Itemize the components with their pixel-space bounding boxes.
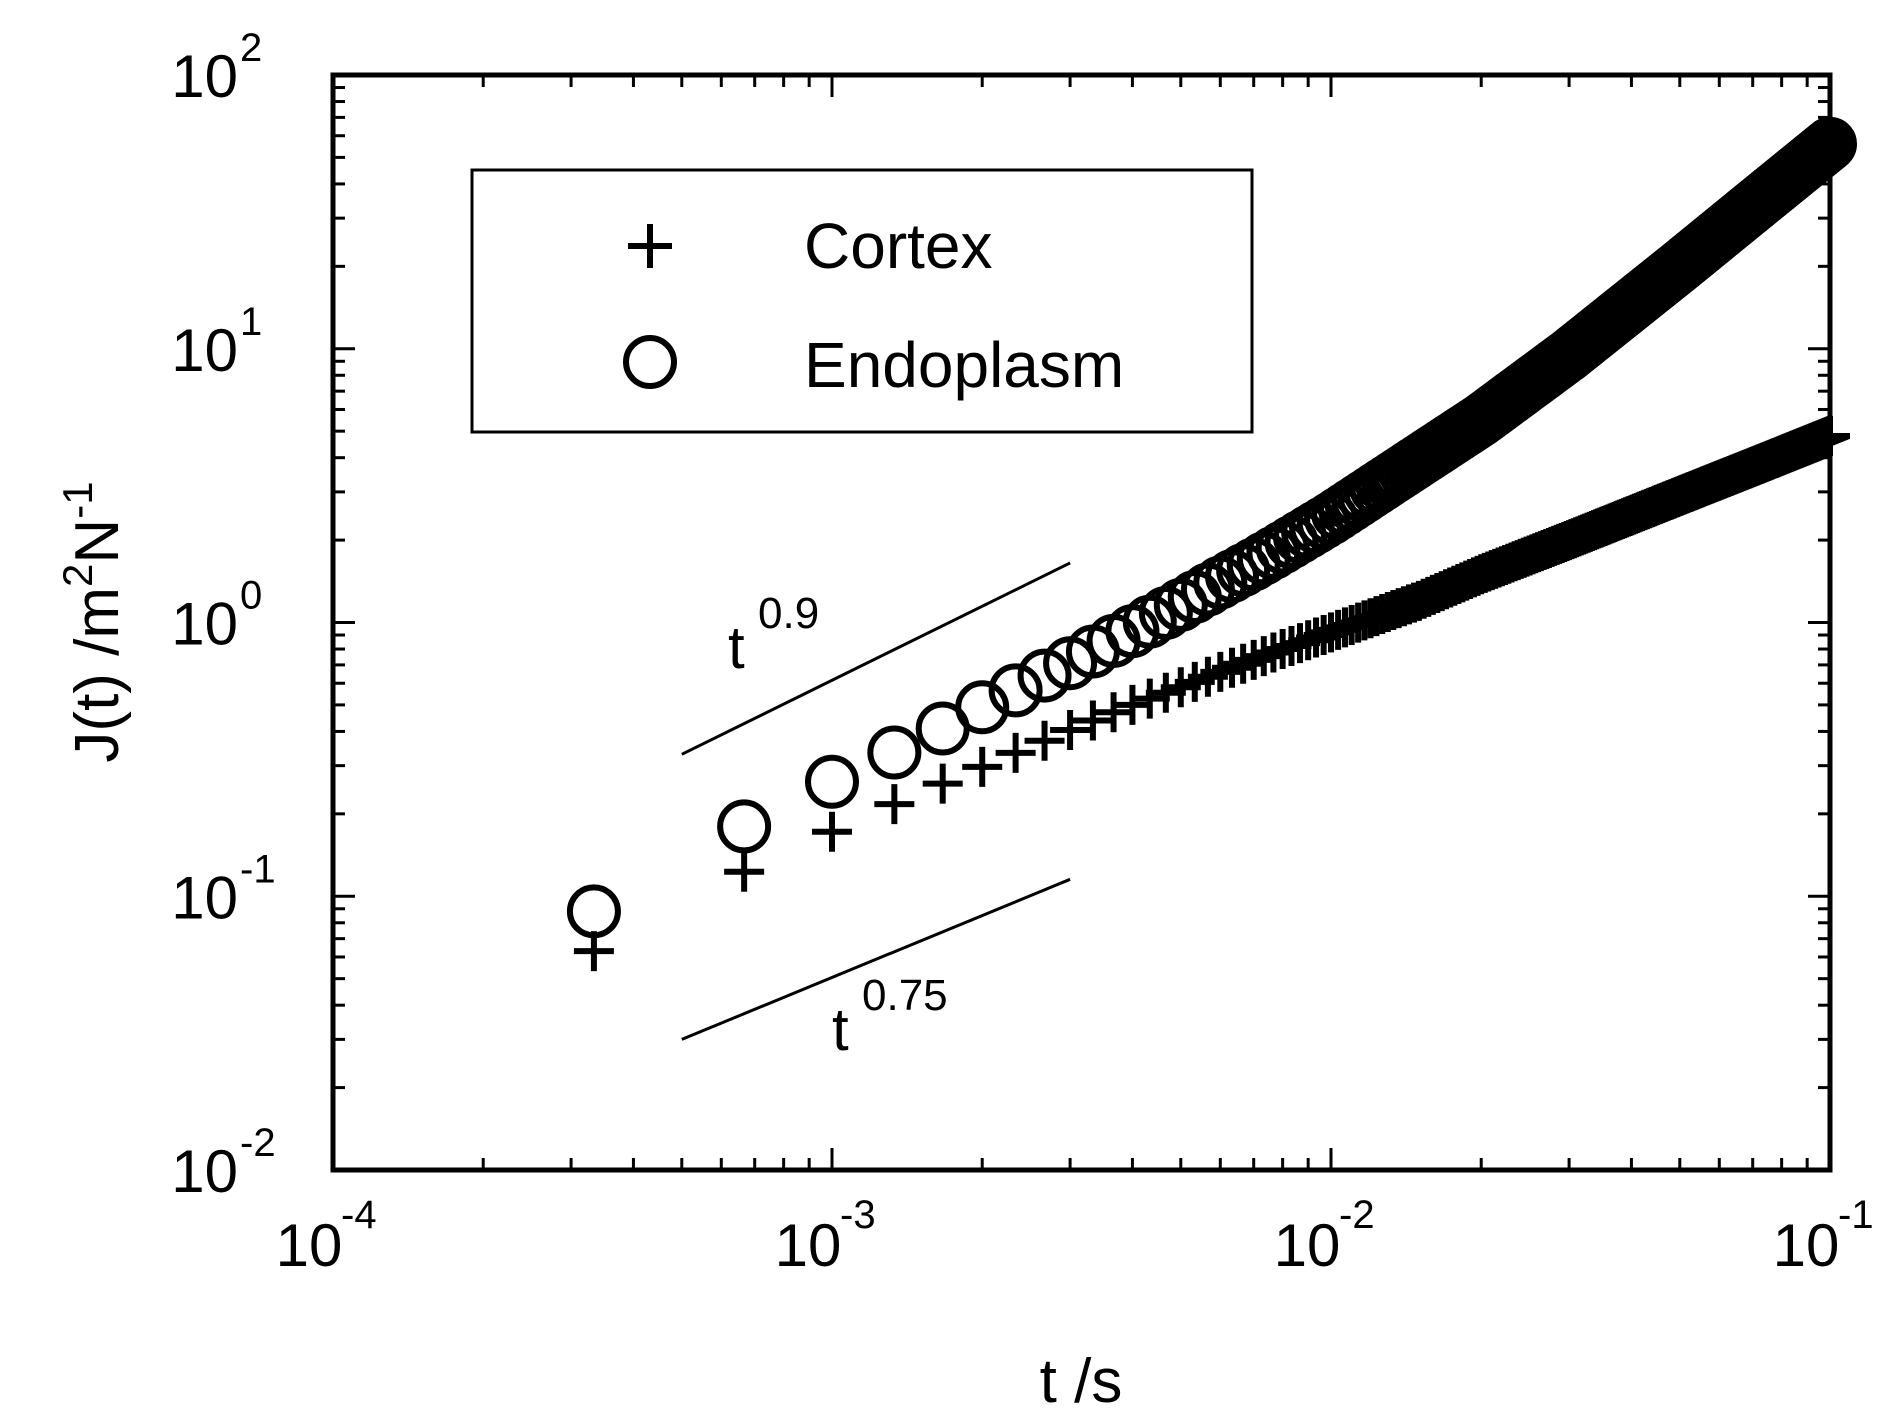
slope-label-exponent: 0.75 xyxy=(862,971,948,1020)
series-cortex xyxy=(573,416,1850,972)
endoplasm-point xyxy=(867,725,922,780)
endoplasm-point xyxy=(955,680,1010,735)
endoplasm-point xyxy=(566,884,621,939)
x-tick-exponent: -2 xyxy=(1339,1193,1375,1237)
slope-label-base: t xyxy=(832,996,849,1063)
cortex-point xyxy=(1050,709,1091,750)
cortex-point xyxy=(1093,692,1134,733)
endoplasm-point xyxy=(805,754,859,809)
legend-marker-endoplasm xyxy=(623,335,677,389)
cortex-point xyxy=(812,811,852,852)
data-points xyxy=(566,116,1857,972)
cortex-point xyxy=(1233,639,1274,680)
slope-label-base: t xyxy=(728,614,745,681)
cortex-point xyxy=(1262,629,1303,670)
legend-marker-cortex xyxy=(628,224,672,268)
x-tick-exponent: -4 xyxy=(341,1193,377,1237)
cortex-point xyxy=(1253,632,1294,673)
legend-label-cortex: Cortex xyxy=(804,210,993,282)
slope-annotations: t 0.9 t 0.75 xyxy=(681,561,1071,1063)
x-tick-labels: 10-4 10-3 10-2 10-1 xyxy=(276,1193,1874,1279)
endoplasm-point xyxy=(717,799,772,854)
cortex-point xyxy=(1810,416,1850,457)
cortex-point xyxy=(1243,636,1284,677)
legend: Cortex Endoplasm xyxy=(470,168,1254,434)
y-axis-title: J(t) /m2N-1 xyxy=(54,481,132,762)
cortex-point xyxy=(1112,684,1153,725)
cortex-point xyxy=(1024,720,1065,761)
endoplasm-point xyxy=(1803,116,1857,171)
slope-line-0.75 xyxy=(681,877,1071,1041)
y-tick-label: 10 xyxy=(171,43,238,110)
y-tick-exponent: -1 xyxy=(240,847,276,891)
cortex-point xyxy=(1072,700,1113,741)
cortex-point xyxy=(874,784,915,825)
y-tick-label: 10 xyxy=(171,317,238,384)
x-tick-label: 10 xyxy=(775,1212,842,1279)
x-tick-label: 10 xyxy=(276,1212,343,1279)
y-tick-exponent: 0 xyxy=(240,574,262,618)
cortex-point xyxy=(995,732,1036,773)
y-tick-exponent: -2 xyxy=(240,1121,276,1165)
cortex-point xyxy=(962,746,1003,787)
series-endoplasm xyxy=(566,116,1857,939)
endoplasm-point xyxy=(988,663,1043,718)
slope-label-exponent: 0.9 xyxy=(758,589,819,638)
endoplasm-point xyxy=(1017,648,1072,703)
y-tick-label: 10 xyxy=(171,591,238,658)
y-tick-label: 10 xyxy=(171,864,238,931)
legend-label-endoplasm: Endoplasm xyxy=(804,329,1124,401)
y-tick-label: 10 xyxy=(171,1138,238,1205)
x-tick-exponent: -1 xyxy=(1838,1193,1874,1237)
x-tick-label: 10 xyxy=(1773,1212,1840,1279)
x-tick-label: 10 xyxy=(1274,1212,1341,1279)
cortex-point xyxy=(922,763,963,804)
y-tick-exponent: 1 xyxy=(240,300,262,344)
x-axis-title: t /s xyxy=(1040,1347,1123,1416)
cortex-point xyxy=(724,851,765,892)
legend-box xyxy=(470,168,1254,434)
y-tick-exponent: 2 xyxy=(240,26,262,70)
x-tick-exponent: -3 xyxy=(840,1193,876,1237)
slope-line-0.9 xyxy=(681,561,1071,756)
